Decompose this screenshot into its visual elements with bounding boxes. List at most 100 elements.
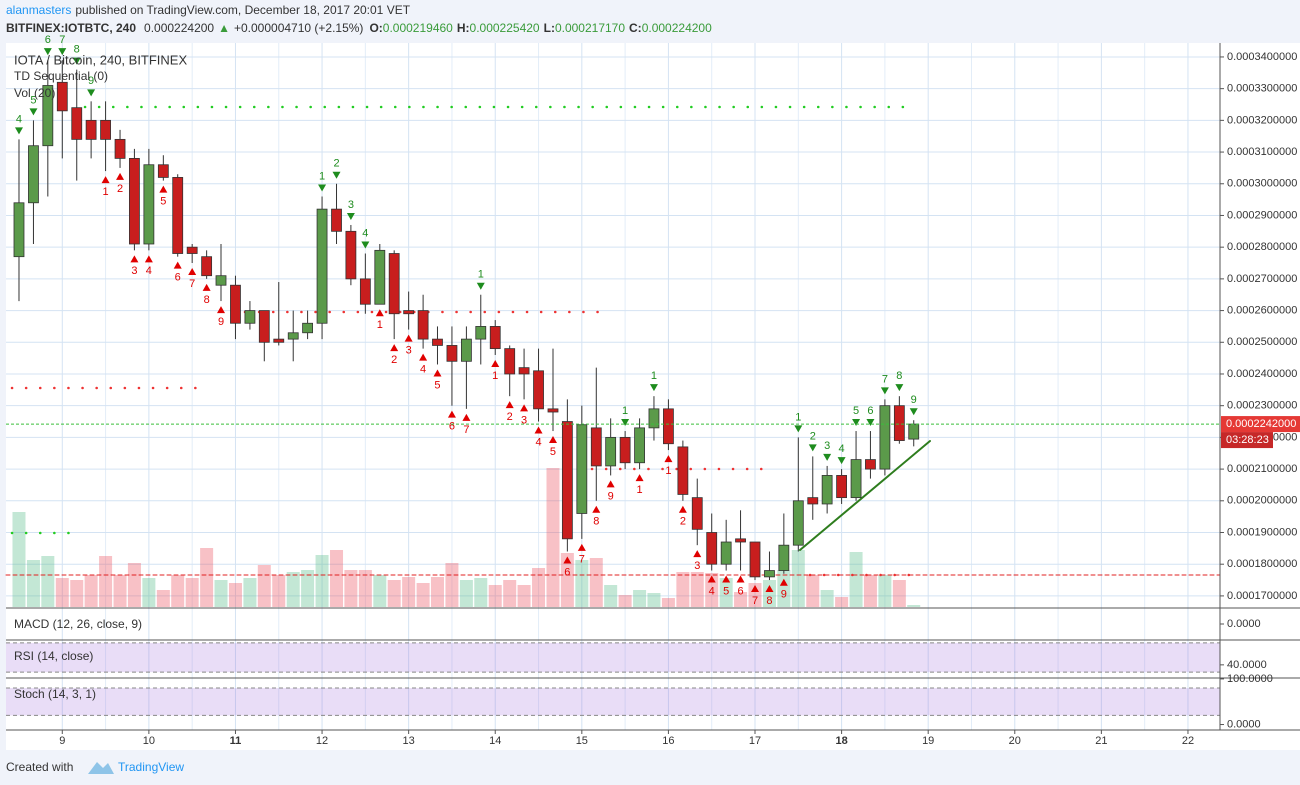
td-label: 2 <box>507 411 513 423</box>
td-arrow <box>852 419 861 427</box>
td-arrow <box>693 550 702 558</box>
td-label: 1 <box>637 484 643 496</box>
td-arrow <box>346 212 355 220</box>
td-label: 5 <box>434 379 440 391</box>
td-arrow <box>534 426 543 434</box>
td-label: 4 <box>362 227 368 239</box>
chart-area <box>6 43 1300 750</box>
x-tick-label: 12 <box>316 735 328 747</box>
indicator-label: TD Sequential (0) <box>14 69 108 83</box>
x-tick-label: 9 <box>59 735 65 747</box>
td-arrow <box>217 306 226 314</box>
td-arrow <box>794 425 803 433</box>
candle-body <box>836 475 847 499</box>
td-label: 3 <box>521 414 527 426</box>
volume-bar <box>156 590 170 607</box>
candle-body <box>461 338 472 362</box>
volume <box>12 468 921 607</box>
td-arrow <box>462 413 471 421</box>
ohlc-value: 0.000217170 <box>555 21 625 35</box>
candle-body <box>619 436 631 464</box>
price-tag <box>1221 416 1300 433</box>
td-arrow <box>43 48 52 56</box>
ohlc-key: O: <box>369 21 382 35</box>
td-arrow <box>476 282 485 290</box>
volume-bar <box>849 552 863 607</box>
candle-body <box>374 249 386 305</box>
td-arrow <box>332 171 341 179</box>
candle-body <box>417 310 429 340</box>
price-tag-label: 0.0002242000 <box>1226 418 1296 430</box>
volume-bar <box>142 578 156 607</box>
td-label: 3 <box>824 440 830 452</box>
td-arrow <box>678 505 687 513</box>
volume-bar <box>503 580 517 607</box>
volume-bar <box>330 550 344 607</box>
ohlc-value: 0.000219460 <box>383 21 453 35</box>
candle-body <box>143 164 155 245</box>
td-label: 5 <box>30 94 36 106</box>
td-arrow <box>447 410 456 418</box>
td-arrow <box>621 419 630 427</box>
candle-body <box>691 497 703 530</box>
grid <box>6 43 1220 730</box>
candle-body <box>547 408 559 413</box>
volume-bar <box>560 553 574 607</box>
y-tick-label: 0.0001900000 <box>1227 526 1297 538</box>
td-arrow <box>722 575 731 583</box>
td-arrow <box>14 127 23 135</box>
td-arrow <box>173 261 182 269</box>
td-label: 4 <box>839 443 845 455</box>
y-tick-label: 0.0002100000 <box>1227 463 1297 475</box>
td-label: 1 <box>377 319 383 331</box>
td-label: 1 <box>478 269 484 281</box>
candles <box>13 60 920 581</box>
symbol-line: BITFINEX:IOTBTC, 240 0.000224200 ▲ +0.00000… <box>6 21 712 35</box>
y-tick-label: 0.0000 <box>1227 718 1261 730</box>
candle-body <box>749 541 761 578</box>
td-label: 9 <box>88 75 94 87</box>
td-label: 6 <box>867 405 873 417</box>
x-tick-label: 10 <box>143 735 155 747</box>
td-arrow <box>520 404 529 412</box>
candle-body <box>807 497 819 505</box>
x-tick-label: 15 <box>576 735 588 747</box>
td-arrow <box>707 575 716 583</box>
volume-bar <box>690 572 704 607</box>
y-tick-label: 0.0003200000 <box>1227 114 1297 126</box>
td-label: 7 <box>579 554 585 566</box>
td-label: 6 <box>45 34 51 46</box>
volume-bar <box>445 563 459 607</box>
volume-bar <box>863 575 877 607</box>
y-tick-label: 0.0002400000 <box>1227 368 1297 380</box>
candle-body <box>648 408 660 429</box>
td-arrow <box>880 387 889 395</box>
header-line: alanmasters published on TradingView.com,… <box>6 3 411 17</box>
volume-bar <box>185 578 199 607</box>
td-label: 8 <box>896 370 902 382</box>
ohlc-key: C: <box>629 21 642 35</box>
volume-bar <box>387 580 401 607</box>
x-tick-label: 13 <box>403 735 415 747</box>
candle-body <box>504 348 516 375</box>
td-arrow <box>419 353 428 361</box>
td-arrow <box>101 176 110 184</box>
last-price: 0.000224200 <box>144 21 214 35</box>
footer-brand[interactable]: TradingView <box>118 760 184 774</box>
x-tick-label: 19 <box>922 735 934 747</box>
td-label: 1 <box>651 370 657 382</box>
trend-line <box>799 440 931 551</box>
y-tick-label: 0.0002800000 <box>1227 241 1297 253</box>
td-label: 7 <box>463 424 469 436</box>
td-label: 7 <box>882 373 888 385</box>
candle-body <box>302 322 313 334</box>
volume-bar <box>228 583 242 607</box>
panes: 0.0000 MACD (12, 26, close, 9) 40.0000 RSI … <box>6 607 1300 730</box>
td-label: 1 <box>319 170 325 182</box>
td-label: 8 <box>766 595 772 607</box>
x-tick-label: 16 <box>662 735 674 747</box>
candle-body <box>576 424 588 514</box>
candle-body <box>590 427 602 467</box>
td-label: 4 <box>16 113 22 125</box>
